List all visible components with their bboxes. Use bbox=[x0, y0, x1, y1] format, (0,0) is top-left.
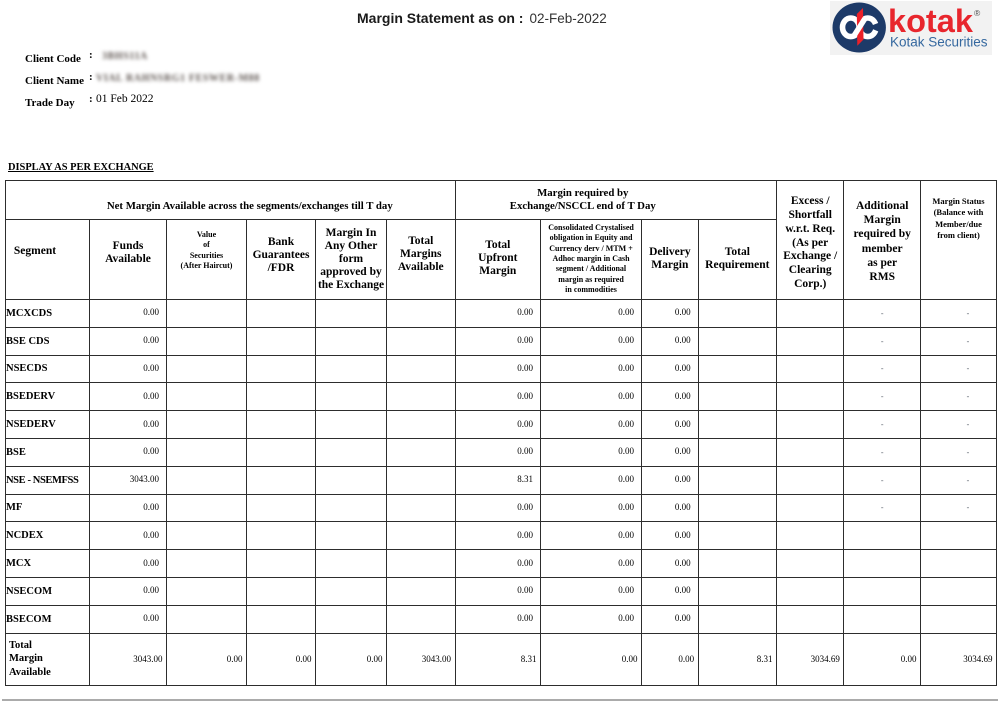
svg-text:kotak: kotak bbox=[888, 3, 974, 39]
svg-text:Kotak Securities: Kotak Securities bbox=[890, 35, 988, 50]
svg-text:®: ® bbox=[974, 8, 981, 18]
